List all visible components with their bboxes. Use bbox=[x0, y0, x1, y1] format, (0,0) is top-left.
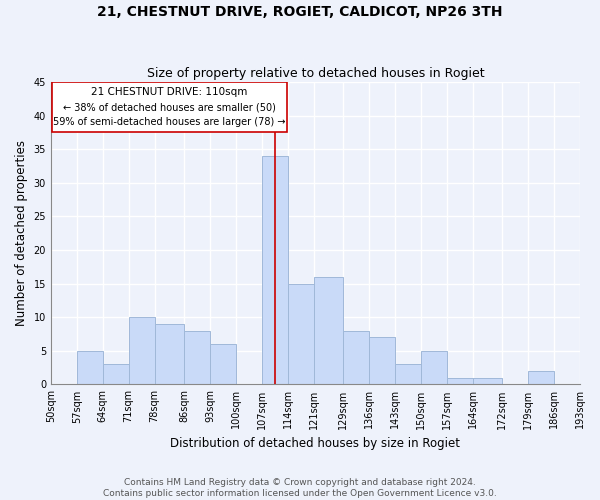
Bar bbox=[343, 330, 369, 384]
Bar bbox=[210, 344, 236, 385]
Title: Size of property relative to detached houses in Rogiet: Size of property relative to detached ho… bbox=[146, 66, 484, 80]
Bar bbox=[155, 324, 184, 384]
Bar bbox=[528, 371, 554, 384]
Bar bbox=[288, 284, 314, 384]
Bar bbox=[128, 317, 155, 384]
Bar bbox=[103, 364, 128, 384]
Bar bbox=[421, 351, 447, 384]
Bar bbox=[262, 156, 288, 384]
Text: 59% of semi-detached houses are larger (78) →: 59% of semi-detached houses are larger (… bbox=[53, 117, 286, 127]
X-axis label: Distribution of detached houses by size in Rogiet: Distribution of detached houses by size … bbox=[170, 437, 460, 450]
Bar bbox=[314, 277, 343, 384]
Bar bbox=[77, 351, 103, 384]
Y-axis label: Number of detached properties: Number of detached properties bbox=[15, 140, 28, 326]
Bar bbox=[184, 330, 210, 384]
Text: Contains HM Land Registry data © Crown copyright and database right 2024.
Contai: Contains HM Land Registry data © Crown c… bbox=[103, 478, 497, 498]
Bar bbox=[447, 378, 473, 384]
Bar bbox=[395, 364, 421, 384]
Text: 21 CHESTNUT DRIVE: 110sqm: 21 CHESTNUT DRIVE: 110sqm bbox=[91, 88, 248, 98]
Text: ← 38% of detached houses are smaller (50): ← 38% of detached houses are smaller (50… bbox=[63, 102, 276, 112]
Text: 21, CHESTNUT DRIVE, ROGIET, CALDICOT, NP26 3TH: 21, CHESTNUT DRIVE, ROGIET, CALDICOT, NP… bbox=[97, 5, 503, 19]
Bar bbox=[473, 378, 502, 384]
Bar bbox=[369, 338, 395, 384]
FancyBboxPatch shape bbox=[52, 82, 287, 132]
